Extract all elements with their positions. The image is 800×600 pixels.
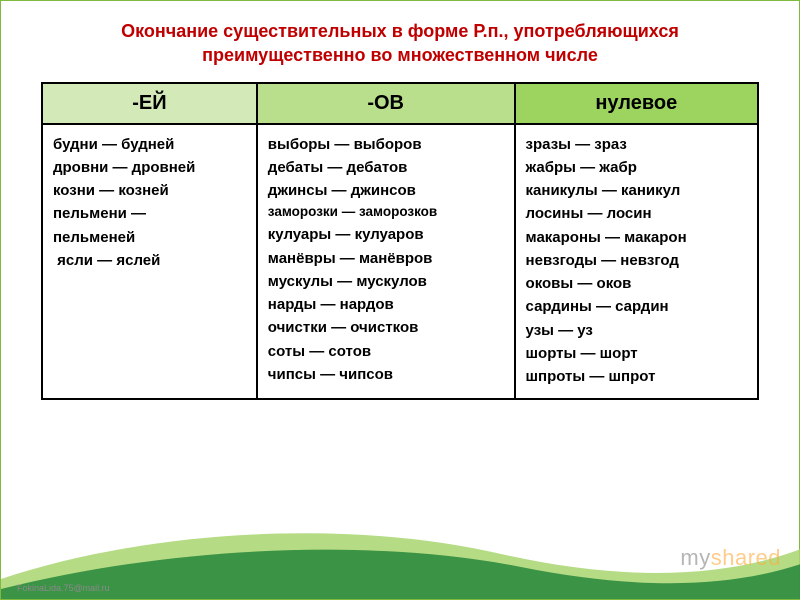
watermark: myshared: [680, 545, 781, 571]
list-item: жабры — жабр: [526, 156, 747, 179]
slide-title: Окончание существительных в форме Р.п., …: [1, 1, 799, 82]
list-item: невзгоды — невзгод: [526, 249, 747, 272]
list-item: оковы — оков: [526, 272, 747, 295]
slide-frame: Окончание существительных в форме Р.п., …: [0, 0, 800, 600]
list-item: мускулы — мускулов: [268, 270, 504, 293]
list-item: заморозки — заморозков: [268, 202, 504, 223]
footer-credit: FokinaLida.75@mail.ru: [17, 583, 110, 593]
list-item: сардины — сардин: [526, 295, 747, 318]
list-item: кулуары — кулуаров: [268, 223, 504, 246]
list-item: зразы — зраз: [526, 133, 747, 156]
list-item: ясли — яслей: [53, 249, 246, 272]
header-null: нулевое: [515, 83, 758, 124]
list-item: нарды — нардов: [268, 293, 504, 316]
list-item: шпроты — шпрот: [526, 365, 747, 388]
list-item: шорты — шорт: [526, 342, 747, 365]
list-item: пельмени —пельменей: [53, 202, 246, 249]
cell-ov: выборы — выборовдебаты — дебатовджинсы —…: [257, 124, 515, 400]
header-ej: -ЕЙ: [42, 83, 257, 124]
list-item: соты — сотов: [268, 340, 504, 363]
table-header-row: -ЕЙ -ОВ нулевое: [42, 83, 758, 124]
endings-table: -ЕЙ -ОВ нулевое будни — буднейдровни — д…: [41, 82, 759, 401]
list-item: макароны — макарон: [526, 226, 747, 249]
list-item: козни — козней: [53, 179, 246, 202]
header-ov: -ОВ: [257, 83, 515, 124]
list-item: дебаты — дебатов: [268, 156, 504, 179]
list-item: выборы — выборов: [268, 133, 504, 156]
list-item: лосины — лосин: [526, 202, 747, 225]
list-item: чипсы — чипсов: [268, 363, 504, 386]
list-item: манёвры — манёвров: [268, 247, 504, 270]
list-item: узы — уз: [526, 319, 747, 342]
table-body-row: будни — буднейдровни — дровнейкозни — ко…: [42, 124, 758, 400]
list-item: джинсы — джинсов: [268, 179, 504, 202]
list-item: очистки — очистков: [268, 316, 504, 339]
watermark-part2: shared: [711, 545, 781, 570]
list-item: будни — будней: [53, 133, 246, 156]
list-item: каникулы — каникул: [526, 179, 747, 202]
cell-ej: будни — буднейдровни — дровнейкозни — ко…: [42, 124, 257, 400]
watermark-part1: my: [680, 545, 710, 570]
cell-null: зразы — зразжабры — жабрканикулы — каник…: [515, 124, 758, 400]
list-item: дровни — дровней: [53, 156, 246, 179]
